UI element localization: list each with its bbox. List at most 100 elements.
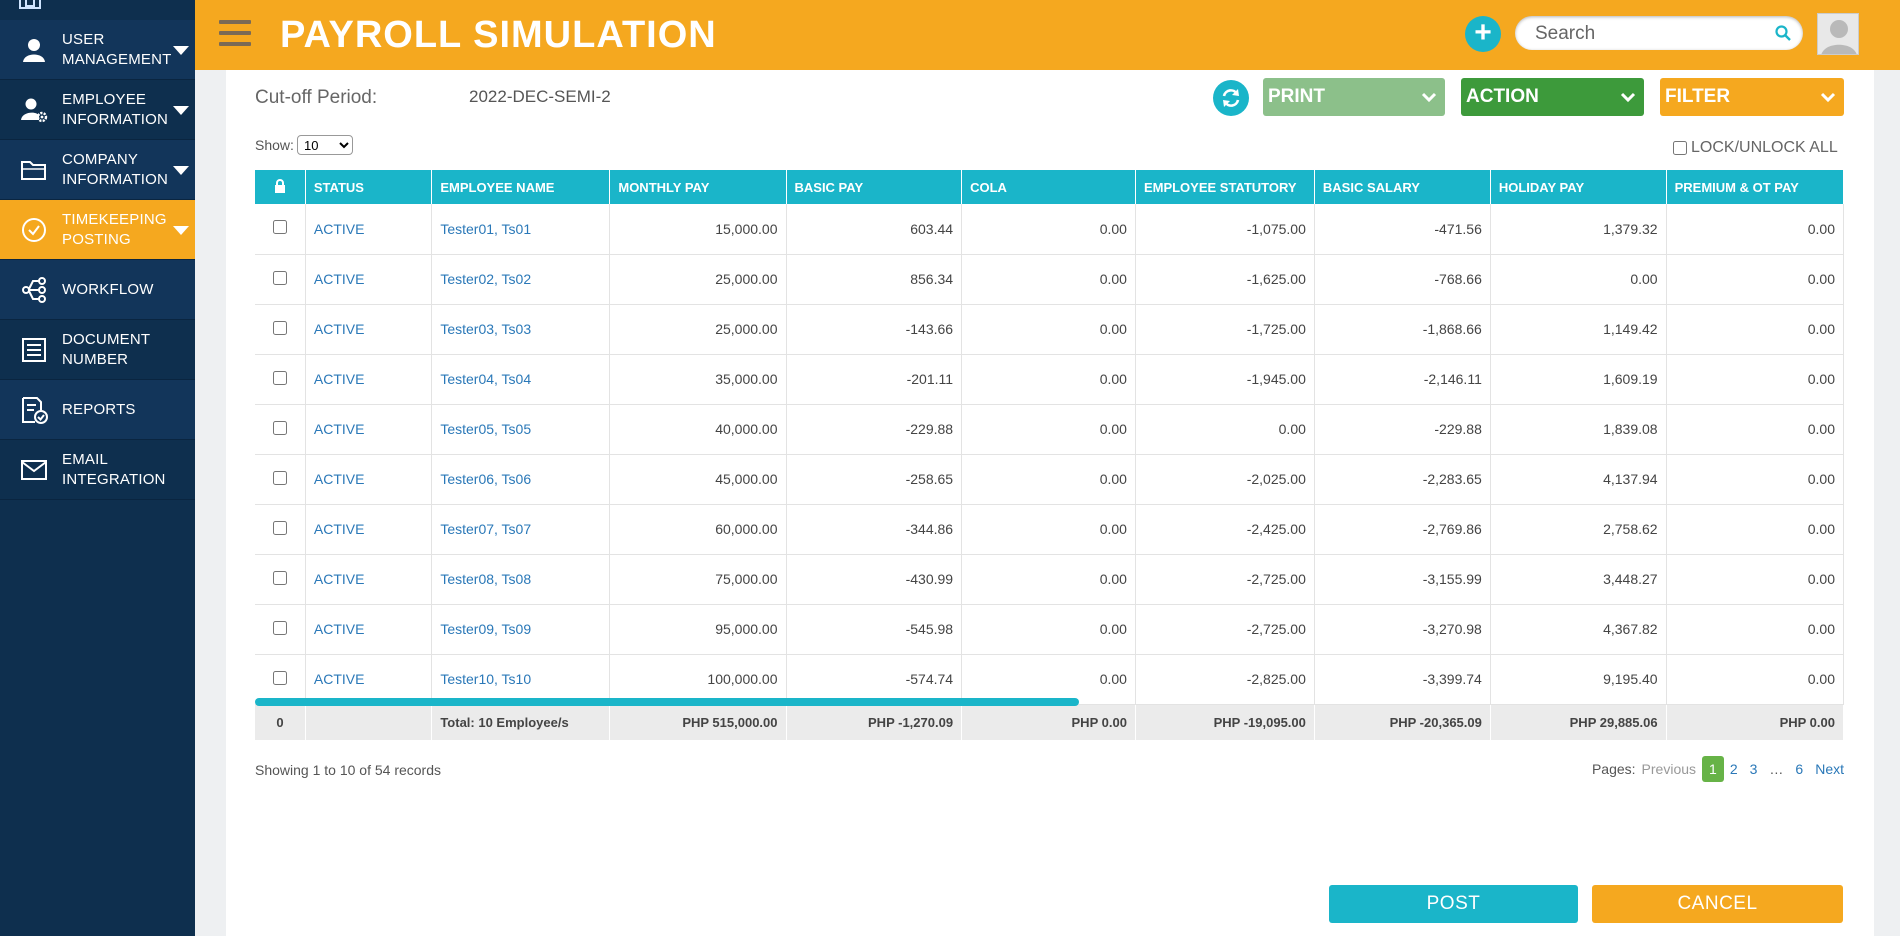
column-header[interactable]: EMPLOYEE STATUTORY	[1135, 170, 1315, 204]
check-circle-icon	[16, 217, 52, 243]
row-checkbox[interactable]	[272, 470, 287, 485]
holiday-cell: 2,758.62	[1490, 504, 1667, 555]
table-row[interactable]: ACTIVE Tester05, Ts05 40,000.00 -229.88 0.00…	[255, 404, 1844, 455]
pages-label: Pages:	[1591, 761, 1636, 777]
column-header[interactable]: HOLIDAY PAY	[1490, 170, 1667, 204]
footer-premium-total: PHP 0.00	[1666, 704, 1844, 740]
table-row[interactable]: ACTIVE Tester04, Ts04 35,000.00 -201.11 0.00…	[255, 354, 1844, 405]
status-cell[interactable]: ACTIVE	[305, 554, 433, 605]
column-header[interactable]: BASIC SALARY	[1314, 170, 1491, 204]
post-button[interactable]: POST	[1329, 885, 1578, 923]
row-checkbox[interactable]	[272, 270, 287, 285]
sidebar-item[interactable]: TIMEKEEPING POSTING	[0, 200, 195, 260]
column-header[interactable]: COLA	[961, 170, 1136, 204]
action-dropdown[interactable]: ACTION	[1461, 78, 1644, 116]
table-row[interactable]: ACTIVE Tester02, Ts02 25,000.00 856.34 0.00-…	[255, 254, 1844, 305]
employee-name-link[interactable]: Tester08, Ts08	[431, 554, 611, 605]
status-cell[interactable]: ACTIVE	[305, 504, 433, 555]
table-row[interactable]: ACTIVE Tester07, Ts07 60,000.00 -344.86 0.00…	[255, 504, 1844, 555]
previous-page-link[interactable]: Previous	[1641, 761, 1697, 777]
employee-name-link[interactable]: Tester04, Ts04	[431, 354, 611, 405]
search-icon[interactable]	[1775, 25, 1791, 46]
row-checkbox[interactable]	[272, 520, 287, 535]
page-link-last[interactable]: 6	[1795, 761, 1804, 777]
row-checkbox[interactable]	[272, 420, 287, 435]
table-row[interactable]: ACTIVE Tester10, Ts10 100,000.00 -574.74 0.0…	[255, 654, 1844, 705]
row-select-cell	[255, 354, 306, 405]
sidebar-item[interactable]: REPORTS	[0, 380, 195, 440]
row-checkbox[interactable]	[272, 670, 287, 685]
sidebar-item[interactable]: EMPLOYEE INFORMATION	[0, 80, 195, 140]
table-row[interactable]: ACTIVE Tester06, Ts06 45,000.00 -258.65 0.00…	[255, 454, 1844, 505]
lock-unlock-all[interactable]: LOCK/UNLOCK ALL	[1673, 139, 1838, 157]
search-input[interactable]	[1535, 23, 1765, 45]
report-icon	[16, 396, 52, 424]
column-header[interactable]: EMPLOYEE NAME	[431, 170, 611, 204]
sidebar-item[interactable]: WORKFLOW	[0, 260, 195, 320]
status-cell[interactable]: ACTIVE	[305, 404, 433, 455]
caret-down-icon[interactable]	[173, 226, 189, 235]
employee-name-link[interactable]: Tester07, Ts07	[431, 504, 611, 555]
monthly-cell: 25,000.00	[609, 304, 787, 355]
page-link-1[interactable]: 1	[1702, 756, 1724, 782]
lock-all-checkbox[interactable]	[1673, 141, 1687, 155]
records-info: Showing 1 to 10 of 54 records	[255, 762, 442, 778]
employee-name-link[interactable]: Tester01, Ts01	[431, 204, 611, 255]
print-dropdown[interactable]: PRINT	[1263, 78, 1445, 116]
payroll-table: STATUS EMPLOYEE NAME MONTHLY PAY BASIC P…	[255, 170, 1844, 740]
next-page-link[interactable]: Next	[1815, 761, 1844, 777]
page-link-3[interactable]: 3	[1749, 761, 1758, 777]
row-checkbox[interactable]	[272, 620, 287, 635]
sidebar-item[interactable]: DOCUMENT NUMBER	[0, 320, 195, 380]
hamburger-menu-icon[interactable]	[219, 20, 251, 48]
column-header[interactable]: MONTHLY PAY	[609, 170, 787, 204]
row-checkbox[interactable]	[272, 370, 287, 385]
holiday-cell: 1,379.32	[1490, 204, 1667, 255]
sidebar-item[interactable]: COMPANY INFORMATION	[0, 140, 195, 200]
footer-holiday-total: PHP 29,885.06	[1490, 704, 1667, 740]
status-cell[interactable]: ACTIVE	[305, 454, 433, 505]
row-checkbox[interactable]	[272, 320, 287, 335]
avatar[interactable]	[1817, 13, 1859, 55]
footer-statutory-total: PHP -19,095.00	[1135, 704, 1315, 740]
sidebar-item-label: EMAIL INTEGRATION	[62, 450, 166, 488]
column-header[interactable]: PREMIUM & OT PAY	[1666, 170, 1844, 204]
caret-down-icon[interactable]	[173, 166, 189, 175]
employee-name-link[interactable]: Tester02, Ts02	[431, 254, 611, 305]
status-cell[interactable]: ACTIVE	[305, 604, 433, 655]
cola-cell: 0.00	[961, 254, 1136, 305]
status-cell[interactable]: ACTIVE	[305, 204, 433, 255]
status-cell[interactable]: ACTIVE	[305, 254, 433, 305]
status-cell[interactable]: ACTIVE	[305, 654, 433, 705]
salary-cell: -2,283.65	[1314, 454, 1491, 505]
employee-name-link[interactable]: Tester05, Ts05	[431, 404, 611, 455]
column-header[interactable]: STATUS	[305, 170, 433, 204]
caret-down-icon[interactable]	[173, 46, 189, 55]
filter-dropdown[interactable]: FILTER	[1660, 78, 1844, 116]
status-cell[interactable]: ACTIVE	[305, 354, 433, 405]
add-button[interactable]: +	[1465, 16, 1501, 52]
status-cell[interactable]: ACTIVE	[305, 304, 433, 355]
refresh-button[interactable]	[1213, 80, 1249, 116]
employee-name-link[interactable]: Tester09, Ts09	[431, 604, 611, 655]
column-header[interactable]: BASIC PAY	[786, 170, 963, 204]
footer-total-label: Total: 10 Employee/s	[431, 704, 611, 740]
table-row[interactable]: ACTIVE Tester01, Ts01 15,000.00 603.44 0.00-…	[255, 204, 1844, 255]
document-list-icon	[16, 337, 52, 363]
caret-down-icon[interactable]	[173, 106, 189, 115]
table-row[interactable]: ACTIVE Tester08, Ts08 75,000.00 -430.99 0.00…	[255, 554, 1844, 605]
sidebar-item[interactable]: EMAIL INTEGRATION	[0, 440, 195, 500]
sidebar-item[interactable]: USER MANAGEMENT	[0, 20, 195, 80]
page-link-2[interactable]: 2	[1729, 761, 1738, 777]
employee-name-link[interactable]: Tester10, Ts10	[431, 654, 611, 705]
row-checkbox[interactable]	[272, 220, 287, 235]
employee-name-link[interactable]: Tester06, Ts06	[431, 454, 611, 505]
employee-name-link[interactable]: Tester03, Ts03	[431, 304, 611, 355]
footer-empty	[305, 704, 433, 740]
table-row[interactable]: ACTIVE Tester03, Ts03 25,000.00 -143.66 0.00…	[255, 304, 1844, 355]
cancel-button[interactable]: CANCEL	[1592, 885, 1843, 923]
table-row[interactable]: ACTIVE Tester09, Ts09 95,000.00 -545.98 0.00…	[255, 604, 1844, 655]
page-size-select[interactable]: 10	[297, 135, 353, 155]
horizontal-scrollbar[interactable]	[255, 698, 1079, 706]
row-checkbox[interactable]	[272, 570, 287, 585]
